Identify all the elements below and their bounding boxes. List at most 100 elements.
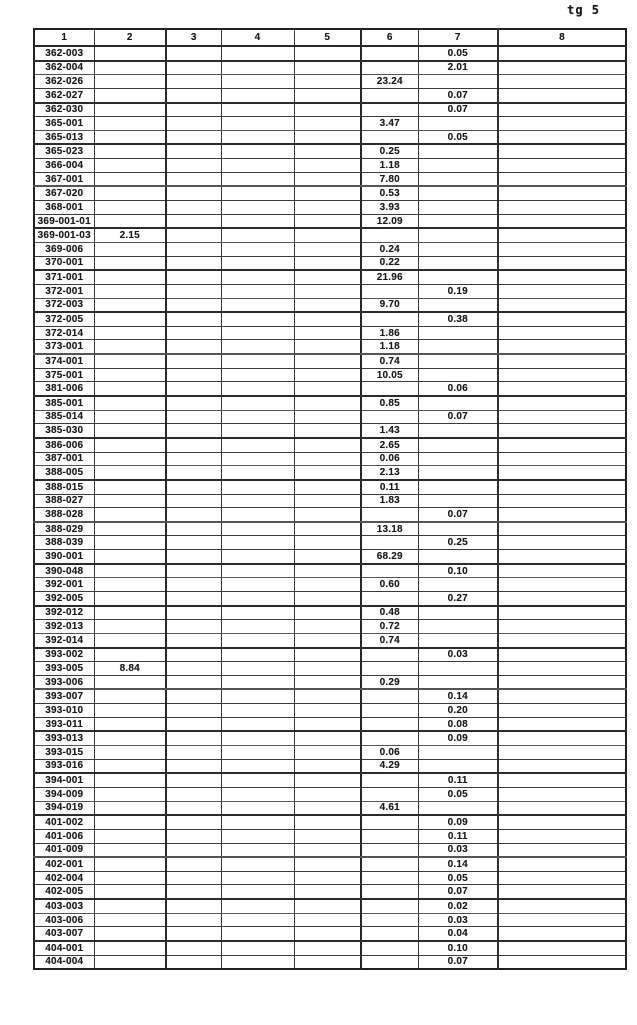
table-row: 362-003 0.05 — [33, 45, 627, 62]
table-row: 388-028 0.07 — [33, 507, 627, 523]
table-cell — [165, 381, 222, 398]
table-cell — [220, 703, 295, 718]
table-cell — [293, 758, 362, 775]
table-cell — [497, 926, 627, 943]
table-cell — [93, 800, 167, 817]
table-cell — [93, 535, 167, 551]
row-id-cell: 372-001 — [33, 283, 95, 299]
table-cell — [220, 325, 295, 341]
table-cell — [220, 339, 295, 356]
table-cell — [360, 730, 419, 747]
table-cell — [497, 772, 627, 788]
table-row: 365-023 0.25 — [33, 143, 627, 160]
table-cell — [220, 367, 295, 383]
table-cell — [220, 185, 295, 202]
table-cell — [360, 129, 419, 146]
value-cell: 0.48 — [360, 605, 419, 621]
table-cell — [497, 632, 627, 649]
table-cell — [93, 632, 167, 649]
table-cell — [93, 269, 167, 285]
table-cell — [293, 367, 362, 383]
table-row: 390-048 0.10 — [33, 563, 627, 579]
table-cell — [293, 856, 362, 872]
table-cell — [497, 884, 627, 901]
table-cell — [497, 521, 627, 537]
table-cell — [293, 912, 362, 928]
table-cell — [417, 325, 499, 341]
table-cell — [220, 619, 295, 634]
value-cell: 3.47 — [360, 116, 419, 131]
value-cell: 0.20 — [417, 703, 499, 718]
table-cell — [360, 856, 419, 872]
table-cell — [165, 158, 222, 173]
table-row: 385-001 0.85 — [33, 395, 627, 411]
row-id-cell: 371-001 — [33, 269, 95, 285]
table-cell — [497, 409, 627, 425]
value-cell: 0.85 — [360, 395, 419, 411]
table-cell — [293, 297, 362, 314]
table-row: 392-014 0.74 — [33, 632, 627, 649]
table-cell — [220, 912, 295, 928]
table-cell — [165, 479, 222, 495]
table-cell — [360, 87, 419, 104]
table-cell — [220, 129, 295, 146]
table-cell — [93, 577, 167, 592]
table-cell — [165, 814, 222, 830]
table-cell — [360, 884, 419, 901]
row-id-cell: 393-002 — [33, 647, 95, 663]
value-cell: 2.15 — [93, 227, 167, 243]
table-cell — [497, 60, 627, 76]
table-cell — [360, 563, 419, 579]
table-cell — [293, 814, 362, 830]
row-id-cell: 392-014 — [33, 632, 95, 649]
page-label: tg 5 — [567, 3, 600, 17]
table-row: 404-001 0.10 — [33, 940, 627, 956]
table-row: 393-015 0.06 — [33, 745, 627, 760]
table-cell — [165, 395, 222, 411]
column-header: 5 — [293, 28, 362, 47]
value-cell: 2.13 — [360, 465, 419, 481]
table-cell — [165, 632, 222, 649]
table-cell — [293, 772, 362, 788]
table-cell — [220, 171, 295, 188]
table-cell — [165, 758, 222, 775]
table-cell — [93, 716, 167, 733]
value-cell: 1.18 — [360, 339, 419, 356]
row-id-cell: 369-006 — [33, 241, 95, 257]
table-cell — [497, 283, 627, 299]
table-cell — [293, 465, 362, 481]
table-cell — [93, 786, 167, 802]
table-row: 372-005 0.38 — [33, 311, 627, 327]
table-row: 394-001 0.11 — [33, 772, 627, 788]
table-cell — [165, 297, 222, 314]
table-row: 393-011 0.08 — [33, 716, 627, 733]
table-cell — [417, 158, 499, 173]
table-cell — [93, 171, 167, 188]
table-cell — [293, 339, 362, 356]
table-row: 402-005 0.07 — [33, 884, 627, 901]
table-cell — [293, 661, 362, 676]
row-id-cell: 390-048 — [33, 563, 95, 579]
table-cell — [165, 129, 222, 146]
table-row: 393-010 0.20 — [33, 703, 627, 718]
row-id-cell: 367-001 — [33, 171, 95, 188]
table-cell — [497, 493, 627, 509]
table-cell — [293, 786, 362, 802]
table-row: 369-001-01 12.09 — [33, 213, 627, 230]
table-cell — [165, 241, 222, 257]
table-row: 381-006 0.06 — [33, 381, 627, 398]
row-id-cell: 375-001 — [33, 367, 95, 383]
value-cell: 0.07 — [417, 87, 499, 104]
value-cell: 4.29 — [360, 758, 419, 775]
table-cell — [93, 605, 167, 621]
table-row: 385-014 0.07 — [33, 409, 627, 425]
table-cell — [220, 283, 295, 299]
table-cell — [360, 311, 419, 327]
table-cell — [93, 102, 167, 118]
table-cell — [220, 926, 295, 943]
table-cell — [165, 577, 222, 592]
table-row: 374-001 0.74 — [33, 353, 627, 369]
table-cell — [293, 577, 362, 592]
table-cell — [417, 423, 499, 439]
